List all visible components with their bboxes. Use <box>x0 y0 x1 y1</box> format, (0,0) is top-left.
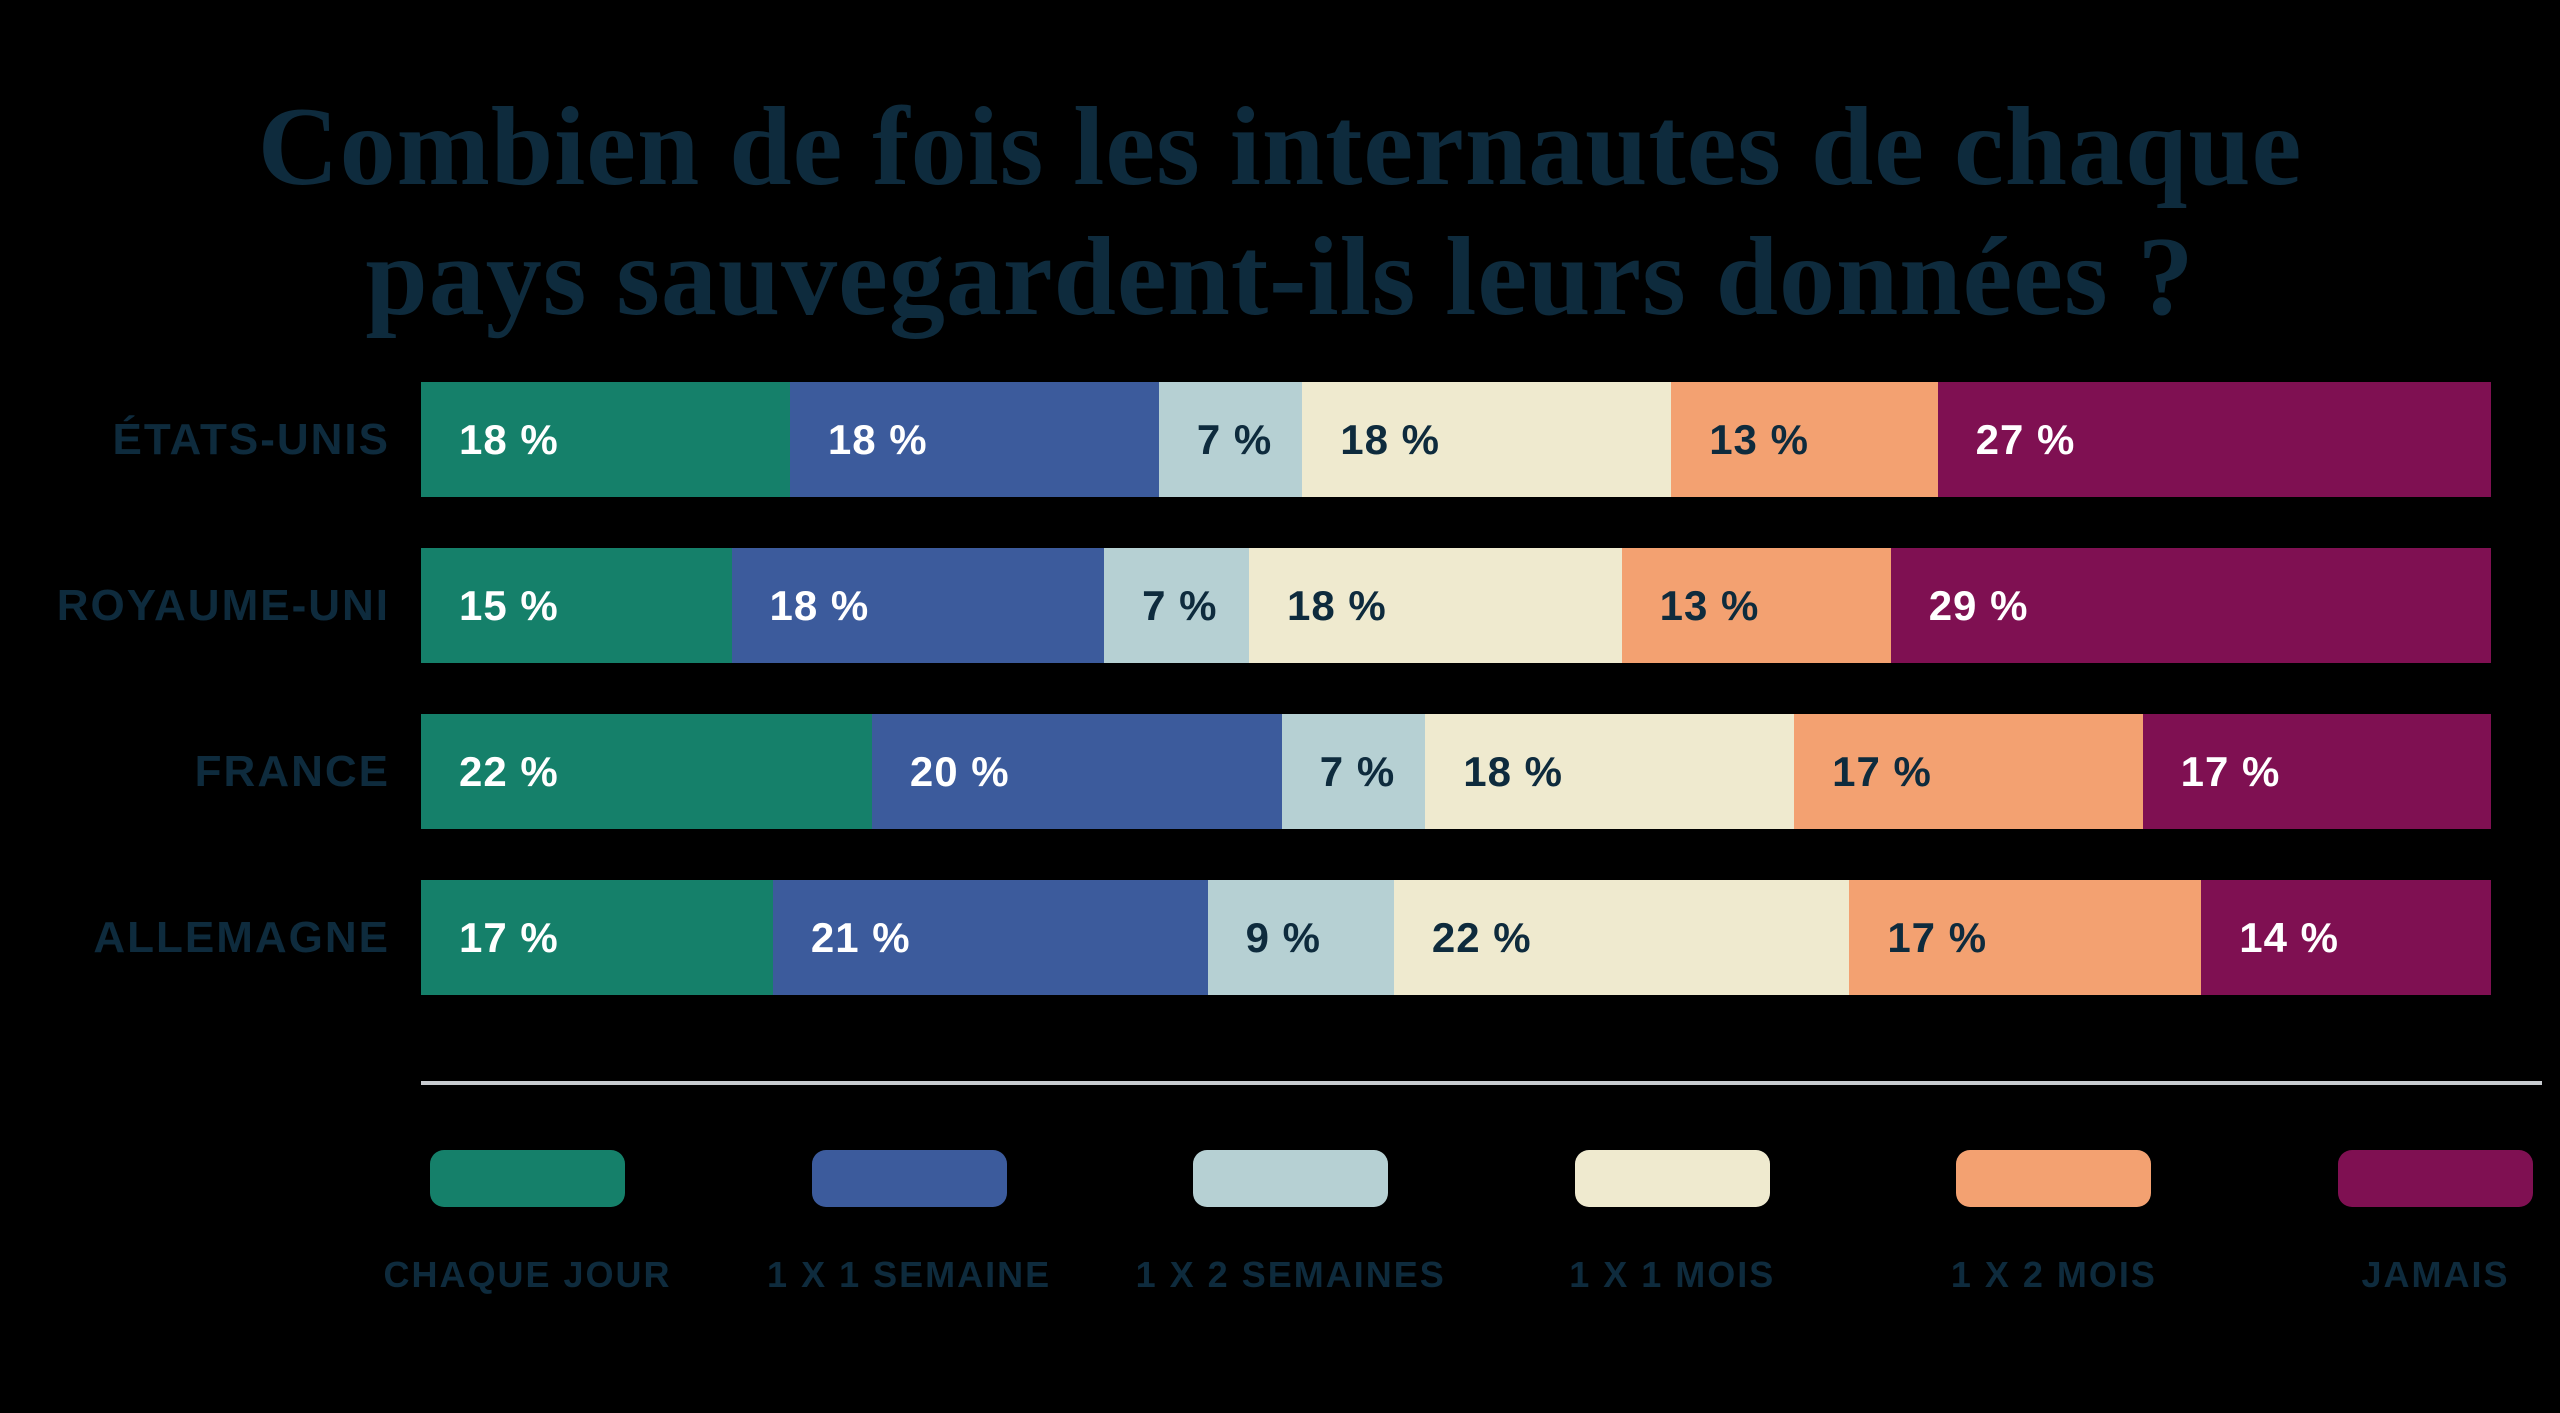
bar-segment: 22 % <box>421 714 872 829</box>
bar-segment: 22 % <box>1393 880 1850 995</box>
legend-swatch <box>1193 1150 1389 1207</box>
bar-segment: 15 % <box>421 548 732 663</box>
bar-row: FRANCE 22 % 20 % 7 % 18 % 17 % 17 % <box>0 714 2560 829</box>
chart-title-line-2: pays sauvegardent-ils leurs données ? <box>365 214 2195 339</box>
bar-segment: 18 % <box>731 548 1105 663</box>
segment-value-label: 17 % <box>459 913 559 961</box>
segment-value-label: 27 % <box>1975 415 2076 463</box>
segment-value-label: 13 % <box>1659 581 1760 629</box>
bar-segment: 7 % <box>1104 548 1249 663</box>
segment-value-label: 22 % <box>459 747 559 795</box>
legend-item: 1 X 2 SEMAINES <box>1136 1150 1444 1296</box>
chart-title-line-1: Combien de fois les internautes de chaqu… <box>257 85 2303 210</box>
legend-divider <box>421 1081 2542 1085</box>
segment-value-label: 7 % <box>1142 581 1218 629</box>
bar-row: ÉTATS-UNIS 18 % 18 % 7 % 18 % 13 % 27 % <box>0 382 2560 497</box>
bar-segment: 13 % <box>1621 548 1891 663</box>
chart-title: Combien de fois les internautes de chaqu… <box>0 83 2560 343</box>
segment-value-label: 15 % <box>459 581 559 629</box>
legend-item: 1 X 1 SEMAINE <box>767 1150 1049 1296</box>
bar-segment: 21 % <box>772 880 1208 995</box>
bar-segment: 17 % <box>421 880 773 995</box>
segment-value-label: 17 % <box>1887 913 1988 961</box>
segment-value-label: 18 % <box>827 415 928 463</box>
chart-legend: CHAQUE JOUR 1 X 1 SEMAINE 1 X 2 SEMAINES 1 … <box>383 1150 2533 1296</box>
legend-item: CHAQUE JOUR <box>383 1150 670 1296</box>
bar-segment: 18 % <box>421 382 790 497</box>
legend-label: 1 X 2 MOIS <box>1950 1254 2157 1295</box>
bar-segment: 18 % <box>1302 382 1672 497</box>
segment-value-label: 18 % <box>769 581 870 629</box>
bar-segment: 18 % <box>1425 714 1795 829</box>
country-label: ROYAUME-UNI <box>56 580 390 630</box>
stacked-bar-chart: ÉTATS-UNIS 18 % 18 % 7 % 18 % 13 % 27 % ROYAUME… <box>0 382 2560 1046</box>
legend-label: CHAQUE JOUR <box>383 1254 672 1295</box>
bar-row: ALLEMAGNE 17 % 21 % 9 % 22 % 17 % 14 % <box>0 880 2560 995</box>
country-label: ÉTATS-UNIS <box>112 414 390 464</box>
segment-value-label: 20 % <box>909 747 1010 795</box>
segment-value-label: 18 % <box>1287 581 1387 629</box>
bar-segment: 17 % <box>1794 714 2143 829</box>
bar-segment: 7 % <box>1281 714 1426 829</box>
segment-value-label: 29 % <box>1928 581 2029 629</box>
segment-value-label: 7 % <box>1319 747 1396 795</box>
stacked-bar: 18 % 18 % 7 % 18 % 13 % 27 % <box>421 382 2491 497</box>
legend-label: JAMAIS <box>2361 1254 2510 1295</box>
legend-swatch <box>1956 1150 2152 1207</box>
stacked-bar: 22 % 20 % 7 % 18 % 17 % 17 % <box>421 714 2492 829</box>
bar-segment: 27 % <box>1937 382 2491 497</box>
stacked-bar: 17 % 21 % 9 % 22 % 17 % 14 % <box>421 880 2492 995</box>
legend-swatch <box>811 1150 1007 1207</box>
legend-label: 1 X 1 SEMAINE <box>767 1254 1052 1295</box>
segment-value-label: 21 % <box>810 913 911 961</box>
bar-segment: 18 % <box>1249 548 1622 663</box>
bar-segment: 7 % <box>1158 382 1303 497</box>
segment-value-label: 13 % <box>1709 415 1809 463</box>
legend-item: 1 X 1 MOIS <box>1569 1150 1773 1296</box>
bar-segment: 13 % <box>1671 382 1938 497</box>
bar-segment: 20 % <box>871 714 1282 829</box>
legend-swatch <box>430 1150 625 1207</box>
segment-value-label: 17 % <box>1832 747 1932 795</box>
bar-row: ROYAUME-UNI 15 % 18 % 7 % 18 % 13 % 29 % <box>0 548 2560 663</box>
bar-segment: 9 % <box>1207 880 1394 995</box>
bar-segment: 14 % <box>2201 880 2492 995</box>
bar-segment: 18 % <box>789 382 1159 497</box>
legend-swatch <box>2337 1150 2533 1207</box>
bar-segment: 17 % <box>1849 880 2202 995</box>
segment-value-label: 7 % <box>1196 415 1273 463</box>
legend-item: 1 X 2 MOIS <box>1951 1150 2155 1296</box>
country-label: FRANCE <box>194 746 390 796</box>
legend-item: JAMAIS <box>2337 1150 2533 1296</box>
segment-value-label: 18 % <box>459 415 559 463</box>
legend-label: 1 X 2 SEMAINES <box>1135 1254 1446 1295</box>
country-label: ALLEMAGNE <box>93 912 390 962</box>
bar-segment: 17 % <box>2142 714 2492 829</box>
segment-value-label: 14 % <box>2239 913 2339 961</box>
segment-value-label: 18 % <box>1340 415 1441 463</box>
legend-swatch <box>1574 1150 1770 1207</box>
bar-segment: 29 % <box>1890 548 2491 663</box>
stacked-bar: 15 % 18 % 7 % 18 % 13 % 29 % <box>421 548 2491 663</box>
segment-value-label: 18 % <box>1463 747 1563 795</box>
segment-value-label: 17 % <box>2180 747 2281 795</box>
legend-label: 1 X 1 MOIS <box>1569 1254 1776 1295</box>
segment-value-label: 22 % <box>1431 913 1532 961</box>
segment-value-label: 9 % <box>1245 913 1321 961</box>
